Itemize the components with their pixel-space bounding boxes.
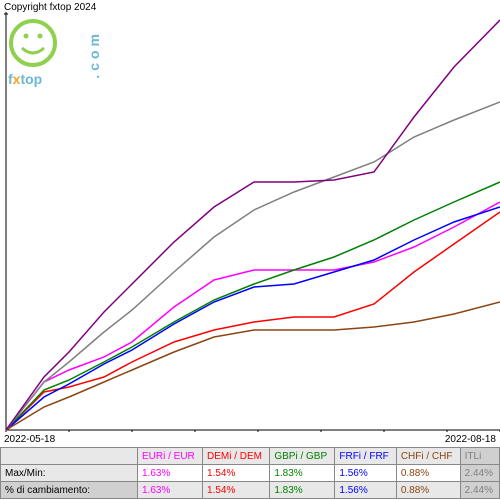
column-header: DEMi / DEM xyxy=(203,448,270,465)
data-cell: 0.88% xyxy=(396,482,460,499)
series-line xyxy=(6,212,500,430)
series-line xyxy=(6,202,500,430)
data-cell: 1.54% xyxy=(203,465,270,482)
header-empty-cell xyxy=(1,448,138,465)
table-row: % di cambiamento:1.63%1.54%1.83%1.56%0.8… xyxy=(1,482,500,499)
x-label-end: 2022-08-18 xyxy=(445,434,496,445)
data-cell: 1.83% xyxy=(270,482,335,499)
data-cell: 2.44% xyxy=(460,482,499,499)
data-cell: 1.54% xyxy=(203,482,270,499)
line-chart xyxy=(4,12,500,432)
series-line xyxy=(6,102,500,430)
data-cell: 1.63% xyxy=(138,465,203,482)
x-label-start: 2022-05-18 xyxy=(4,434,55,445)
row-label: % di cambiamento: xyxy=(1,482,138,499)
table-row: Max/Min:1.63%1.54%1.83%1.56%0.88%2.44% xyxy=(1,465,500,482)
row-label: Max/Min: xyxy=(1,465,138,482)
column-header: CHFi / CHF xyxy=(396,448,460,465)
table-header-row: EURi / EURDEMi / DEMGBPi / GBPFRFi / FRF… xyxy=(1,448,500,465)
data-cell: 1.56% xyxy=(335,465,396,482)
column-header: FRFi / FRF xyxy=(335,448,396,465)
column-header: EURi / EUR xyxy=(138,448,203,465)
series-line xyxy=(6,20,500,430)
column-header: GBPi / GBP xyxy=(270,448,335,465)
data-cell: 1.63% xyxy=(138,482,203,499)
data-cell: 2.44% xyxy=(460,465,499,482)
stats-table: EURi / EURDEMi / DEMGBPi / GBPFRFi / FRF… xyxy=(0,447,500,499)
data-cell: 0.88% xyxy=(396,465,460,482)
data-cell: 1.56% xyxy=(335,482,396,499)
data-cell: 1.83% xyxy=(270,465,335,482)
column-header: ITLi xyxy=(460,448,499,465)
